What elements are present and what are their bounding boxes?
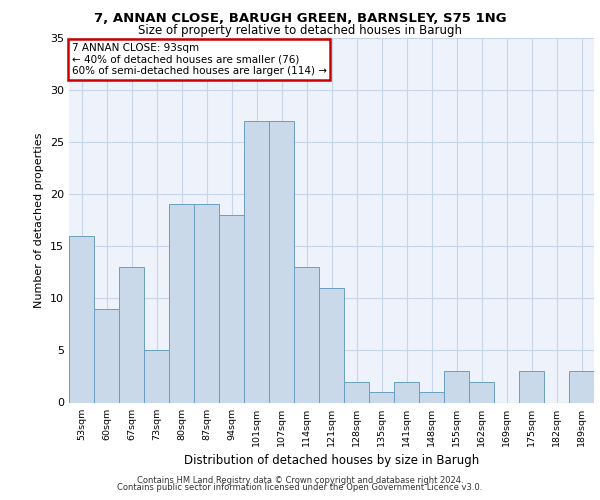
Bar <box>269 121 294 402</box>
Bar <box>394 382 419 402</box>
Bar <box>194 204 219 402</box>
Text: Size of property relative to detached houses in Barugh: Size of property relative to detached ho… <box>138 24 462 37</box>
Bar <box>169 204 194 402</box>
Bar <box>569 371 594 402</box>
Bar <box>519 371 544 402</box>
X-axis label: Distribution of detached houses by size in Barugh: Distribution of detached houses by size … <box>184 454 479 467</box>
Text: Contains HM Land Registry data © Crown copyright and database right 2024.: Contains HM Land Registry data © Crown c… <box>137 476 463 485</box>
Bar <box>419 392 444 402</box>
Y-axis label: Number of detached properties: Number of detached properties <box>34 132 44 308</box>
Bar <box>319 288 344 403</box>
Bar <box>219 215 244 402</box>
Text: 7, ANNAN CLOSE, BARUGH GREEN, BARNSLEY, S75 1NG: 7, ANNAN CLOSE, BARUGH GREEN, BARNSLEY, … <box>94 12 506 26</box>
Bar <box>244 121 269 402</box>
Bar <box>444 371 469 402</box>
Bar <box>69 236 94 402</box>
Bar <box>94 308 119 402</box>
Bar <box>119 267 144 402</box>
Text: 7 ANNAN CLOSE: 93sqm
← 40% of detached houses are smaller (76)
60% of semi-detac: 7 ANNAN CLOSE: 93sqm ← 40% of detached h… <box>71 43 326 76</box>
Bar <box>344 382 369 402</box>
Bar <box>294 267 319 402</box>
Bar <box>144 350 169 403</box>
Bar <box>369 392 394 402</box>
Text: Contains public sector information licensed under the Open Government Licence v3: Contains public sector information licen… <box>118 484 482 492</box>
Bar <box>469 382 494 402</box>
